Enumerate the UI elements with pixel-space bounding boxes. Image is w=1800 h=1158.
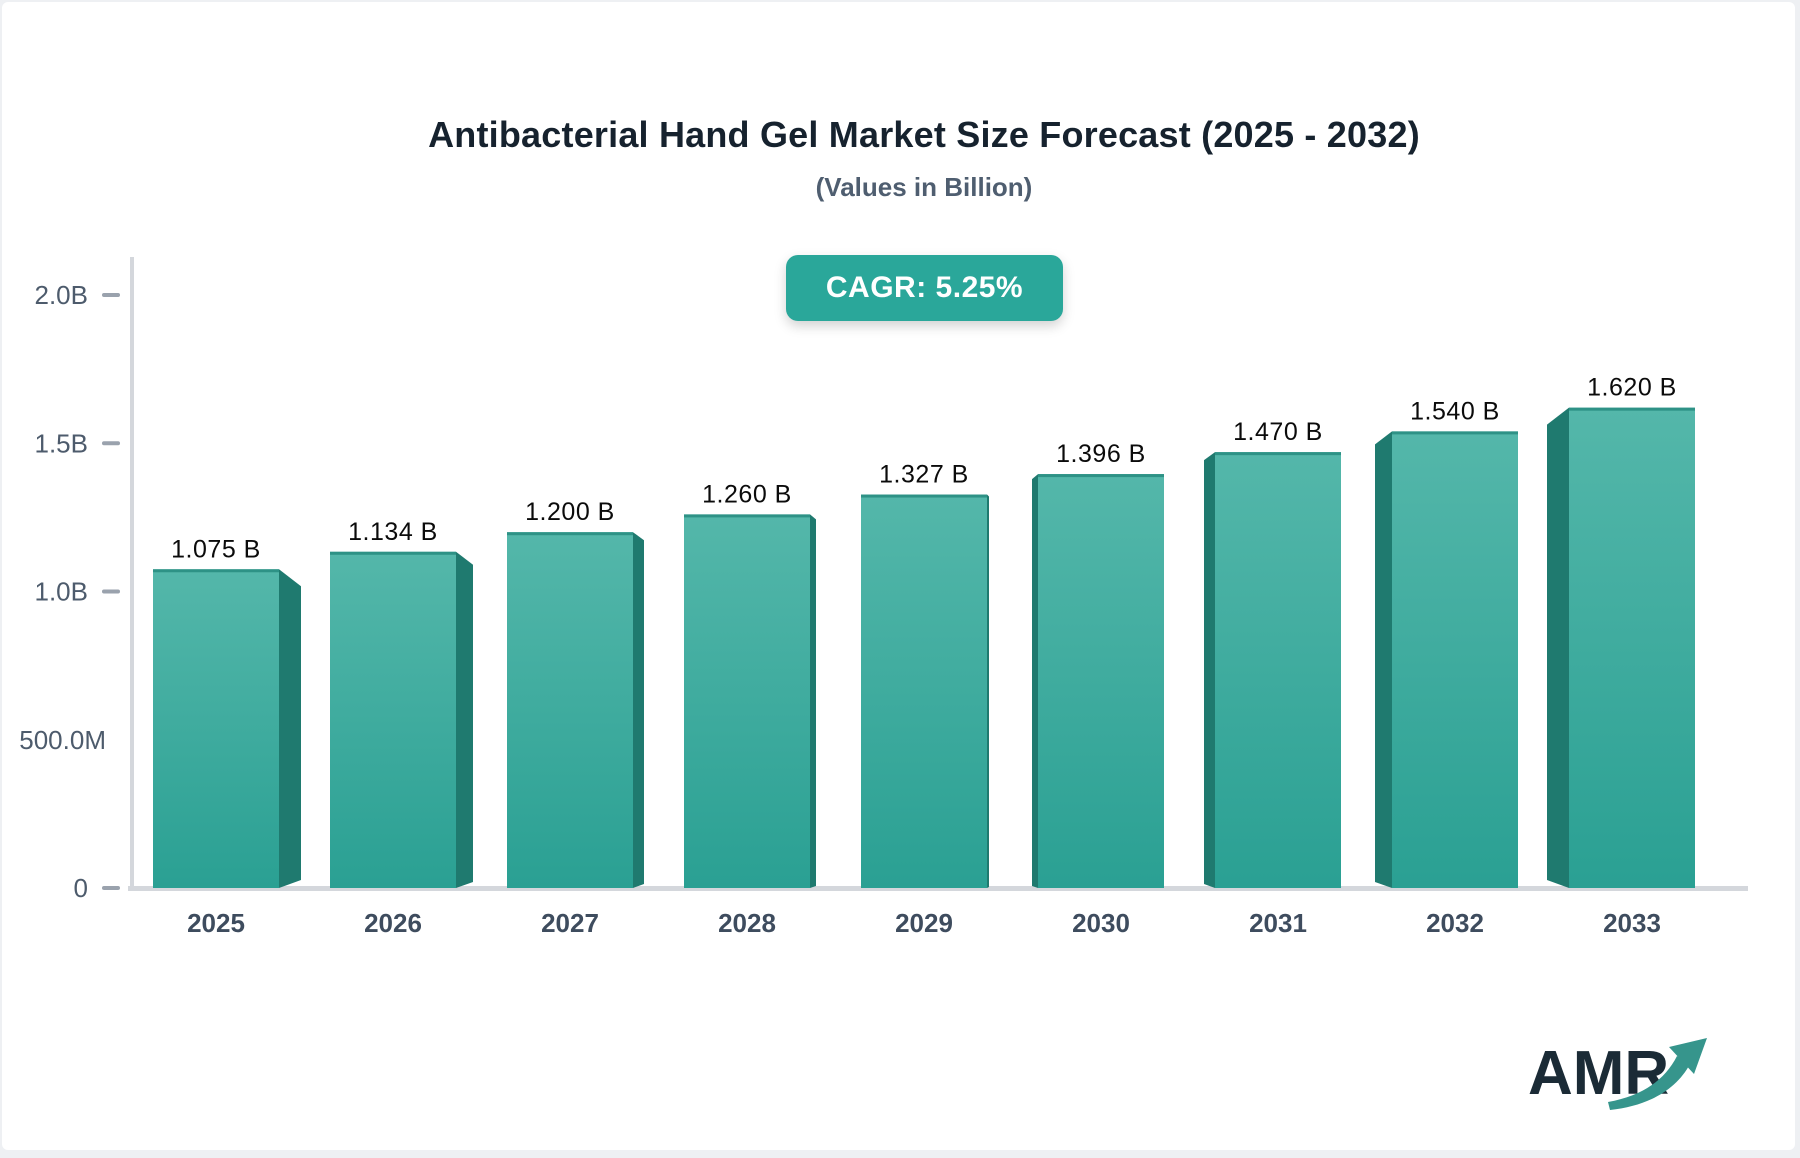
bar-top-edge-2031 (1215, 452, 1341, 456)
bar-value-label-2030: 1.396 B (1056, 440, 1146, 468)
bar-top-edge-2032 (1392, 431, 1518, 435)
cagr-badge-label: CAGR: 5.25% (825, 271, 1024, 304)
y-tick-dash (102, 886, 120, 890)
bar-top-edge-2028 (684, 514, 810, 518)
bar-side-2028 (810, 514, 816, 888)
bar-side-2030 (1032, 474, 1038, 888)
bar-top-edge-2025 (153, 569, 279, 573)
x-tick-label-2028: 2028 (718, 908, 776, 938)
growth-arrow-icon (1608, 1038, 1707, 1110)
x-tick-label-2029: 2029 (895, 908, 953, 938)
bar-2030[interactable] (1038, 474, 1164, 888)
bar-value-label-2026: 1.134 B (348, 518, 438, 546)
bar-top-edge-2029 (861, 494, 987, 498)
bar-2027[interactable] (507, 532, 633, 888)
bar-side-2033 (1547, 407, 1569, 888)
bar-2028[interactable] (684, 514, 810, 888)
bar-value-label-2027: 1.200 B (525, 498, 615, 526)
bar-side-2029 (987, 494, 989, 888)
y-tick-dash (102, 293, 120, 297)
x-tick-label-2027: 2027 (541, 908, 599, 938)
bar-side-2027 (633, 532, 644, 888)
bar-value-label-2028: 1.260 B (702, 480, 792, 508)
chart-header: Antibacterial Hand Gel Market Size Forec… (46, 2, 1800, 202)
chart-subtitle: (Values in Billion) (815, 172, 1033, 202)
y-tick-label: 500.0M (19, 725, 106, 755)
bar-side-2032 (1375, 431, 1392, 888)
bar-2033[interactable] (1569, 407, 1695, 888)
x-axis-line (128, 886, 1748, 891)
bar-value-label-2025: 1.075 B (171, 535, 261, 563)
bar-side-2026 (456, 551, 473, 888)
bar-top-edge-2027 (507, 532, 633, 536)
x-tick-label-2030: 2030 (1072, 908, 1130, 938)
bar-top-edge-2033 (1569, 407, 1695, 411)
y-axis-line (130, 257, 134, 890)
bar-value-label-2032: 1.540 B (1410, 397, 1500, 425)
bar-value-label-2033: 1.620 B (1587, 374, 1677, 402)
y-tick-label: 2.0B (35, 280, 89, 310)
bar-side-2025 (279, 569, 301, 888)
x-tick-label-2026: 2026 (364, 908, 422, 938)
labels-layer: 1.075 B 2025 1.134 B 2026 1.200 B 2027 1.260 B… (171, 374, 1677, 938)
bar-side-2031 (1204, 452, 1215, 888)
bar-top-edge-2030 (1038, 474, 1164, 478)
x-tick-label-2033: 2033 (1603, 908, 1661, 938)
bar-2026[interactable] (330, 551, 456, 888)
y-tick-dash (102, 589, 120, 594)
y-tick-label: 0 (74, 873, 88, 903)
x-tick-label-2031: 2031 (1249, 908, 1307, 938)
bar-value-label-2029: 1.327 B (879, 461, 969, 489)
y-tick-dash (102, 441, 120, 446)
chart-title: Antibacterial Hand Gel Market Size Forec… (428, 114, 1420, 155)
y-tick-label: 1.0B (35, 577, 89, 607)
amr-logo[interactable]: AMR (1526, 1030, 1726, 1120)
bar-2031[interactable] (1215, 452, 1341, 888)
x-tick-label-2032: 2032 (1426, 908, 1484, 938)
axis-layer: 0 500.0M 1.0B 1.5B 2.0B (19, 257, 1748, 903)
bar-2032[interactable] (1392, 431, 1518, 888)
bar-value-label-2031: 1.470 B (1233, 418, 1323, 446)
y-tick-label: 1.5B (35, 428, 89, 458)
bars-layer (153, 407, 1695, 888)
bar-2029[interactable] (861, 494, 987, 888)
bar-top-edge-2026 (330, 551, 456, 555)
cagr-badge: CAGR: 5.25% (786, 255, 1063, 321)
x-tick-label-2025: 2025 (187, 908, 245, 938)
bar-2025[interactable] (153, 569, 279, 888)
